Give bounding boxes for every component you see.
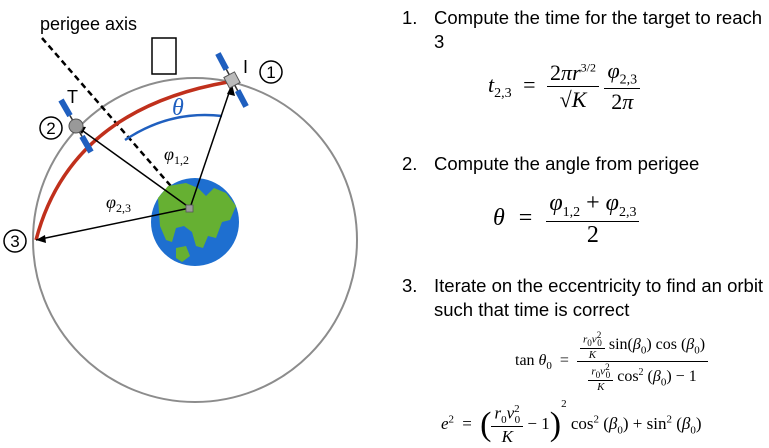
position-marker-3: 3 xyxy=(3,229,27,253)
radius-to-target xyxy=(75,125,191,209)
step-number: 3. xyxy=(402,275,418,296)
equation-theta: θ = φ1,2 + φ2,3 2 xyxy=(493,190,640,249)
step-text: Iterate on the eccentricity to find an o… xyxy=(434,275,764,320)
orbit-diagram: perigee axis T I 1 2 xyxy=(3,14,358,403)
step-text: Compute the time for the target to reach… xyxy=(434,7,763,52)
arrowhead-interceptor xyxy=(227,84,235,96)
position-marker-2: 2 xyxy=(39,116,63,140)
satellite-icon xyxy=(215,52,249,108)
satellite-icon xyxy=(58,98,94,154)
step-number: 1. xyxy=(402,7,418,28)
position-marker-1: 1 xyxy=(259,60,283,84)
svg-text:2: 2 xyxy=(46,119,55,138)
theta-arc xyxy=(124,113,223,142)
svg-text:1: 1 xyxy=(266,63,275,82)
svg-text:3: 3 xyxy=(10,232,19,251)
earth-center-marker xyxy=(185,204,194,213)
orbit-circle xyxy=(32,77,358,403)
interceptor-label: I xyxy=(243,57,248,77)
equation-time: t2,3 = 2πr3/2 √K φ2,3 2π xyxy=(488,58,641,115)
target-label: T xyxy=(67,87,78,107)
step-3: 3. Iterate on the eccentricity to find a… xyxy=(402,274,764,322)
radius-to-interceptor xyxy=(189,83,233,209)
perigee-axis-label: perigee axis xyxy=(40,14,137,34)
step-2: 2. Compute the angle from perigee xyxy=(402,152,764,176)
equation-eccentricity: e2 = (r0v20 K − 1)2 cos2 (β0) + sin2 (β0) xyxy=(441,398,702,447)
step-1: 1. Compute the time for the target to re… xyxy=(402,6,764,54)
phi23-label: φ2,3 xyxy=(106,192,131,215)
step-text: Compute the angle from perigee xyxy=(434,153,700,174)
equation-tan-theta0: tan θ0 = r0v20 K sin(β0) cos (β0) r0v20 K … xyxy=(515,330,709,393)
annotation-box xyxy=(151,37,177,75)
phi12-label: φ1,2 xyxy=(164,144,189,167)
step-number: 2. xyxy=(402,153,418,174)
theta-label: θ xyxy=(172,95,184,121)
radius-to-point3 xyxy=(35,207,191,241)
arrowhead-point3 xyxy=(36,235,46,243)
transfer-arc xyxy=(34,80,229,241)
